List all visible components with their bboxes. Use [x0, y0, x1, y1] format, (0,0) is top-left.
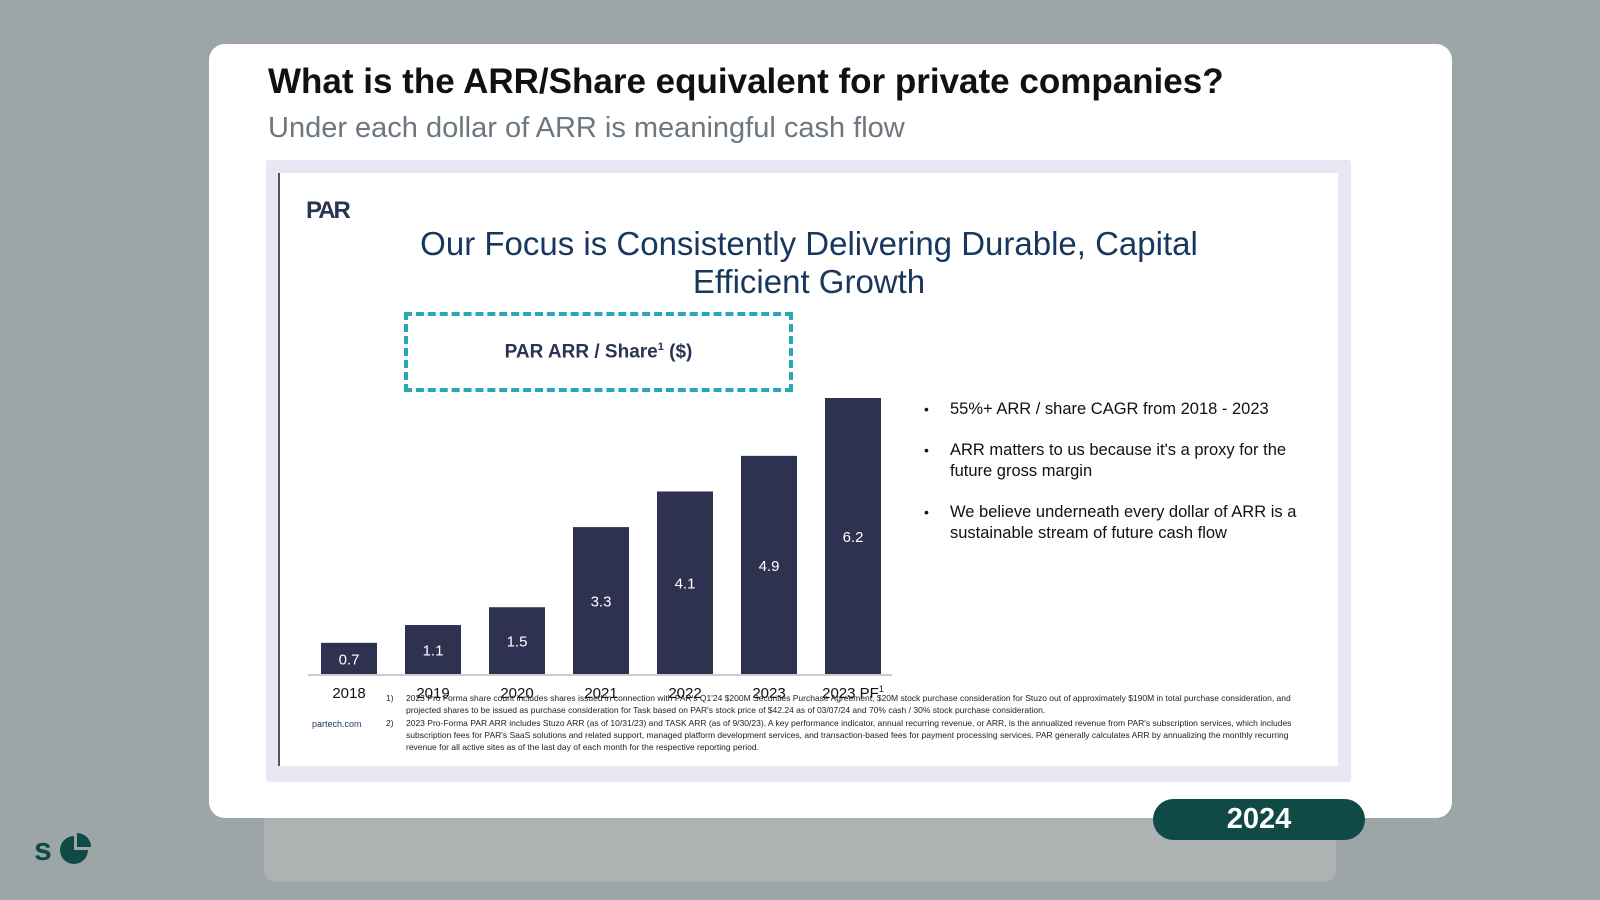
bar-value-label: 0.7 — [339, 651, 360, 668]
bullet-list: 55%+ ARR / share CAGR from 2018 - 2023 A… — [924, 399, 1319, 564]
x-tick-label: 2022 — [668, 685, 701, 698]
bar-value-label: 3.3 — [591, 594, 612, 611]
page-subtitle: Under each dollar of ARR is meaningful c… — [268, 112, 905, 144]
footnote-item: 1) 2023 Pro Forma share count includes s… — [386, 692, 1296, 716]
slide-card: What is the ARR/Share equivalent for pri… — [209, 44, 1452, 818]
page-title: What is the ARR/Share equivalent for pri… — [268, 62, 1224, 101]
footnote-text: 2023 Pro-Forma PAR ARR includes Stuzo AR… — [406, 718, 1292, 752]
website-label: partech.com — [312, 719, 362, 729]
bar-value-label: 4.1 — [675, 576, 696, 593]
slide-title: Our Focus is Consistently Delivering Dur… — [280, 225, 1338, 301]
bar-value-label: 1.5 — [507, 634, 528, 651]
bar-value-label: 4.9 — [759, 558, 780, 575]
bar-value-label: 6.2 — [843, 529, 864, 546]
bar-value-label: 1.1 — [423, 643, 444, 660]
x-tick-label: 2019 — [416, 685, 449, 698]
slide-title-line1: Our Focus is Consistently Delivering Dur… — [420, 225, 1198, 262]
bar-2019 — [405, 625, 461, 674]
bar-2020 — [489, 607, 545, 674]
embedded-slide: PAR Our Focus is Consistently Delivering… — [278, 173, 1338, 766]
footnotes: 1) 2023 Pro Forma share count includes s… — [386, 692, 1296, 754]
bar-2022 — [657, 491, 713, 674]
bar-2023-pf — [825, 398, 881, 674]
bar-2023 — [741, 455, 797, 674]
footnote-number: 2) — [386, 718, 394, 728]
footnote-item: 2) 2023 Pro-Forma PAR ARR includes Stuzo… — [386, 717, 1296, 753]
x-tick-label: 2018 — [332, 685, 365, 698]
bullet-item: 55%+ ARR / share CAGR from 2018 - 2023 — [924, 399, 1319, 420]
footnote-number: 1) — [386, 693, 394, 703]
slide-title-line2: Efficient Growth — [692, 263, 926, 300]
footnote-text: 2023 Pro Forma share count includes shar… — [406, 693, 1291, 715]
bullet-item: ARR matters to us because it's a proxy f… — [924, 440, 1319, 482]
arr-share-bar-chart: 0.7 2018 1.1 2019 1.5 2020 3.3 2021 4.1 2022 4.9 20… — [308, 398, 892, 698]
bullet-item: We believe underneath every dollar of AR… — [924, 502, 1319, 544]
chart-title-box: PAR ARR / Share1 ($) — [404, 312, 793, 392]
embedded-slide-frame: PAR Our Focus is Consistently Delivering… — [266, 160, 1351, 782]
par-logo: PAR — [306, 197, 351, 224]
x-tick-label: 2020 — [500, 685, 533, 698]
x-tick-label: 2021 — [584, 685, 617, 698]
svg-text:s: s — [34, 832, 52, 867]
bar-2018 — [321, 642, 377, 674]
x-tick-label: 2023 PF1 — [822, 684, 884, 698]
brand-logo-icon: s — [34, 832, 91, 867]
chart-title: PAR ARR / Share1 ($) — [504, 340, 693, 363]
year-badge: 2024 — [1153, 799, 1365, 840]
x-tick-label: 2023 — [752, 685, 785, 698]
bar-2021 — [573, 527, 629, 674]
